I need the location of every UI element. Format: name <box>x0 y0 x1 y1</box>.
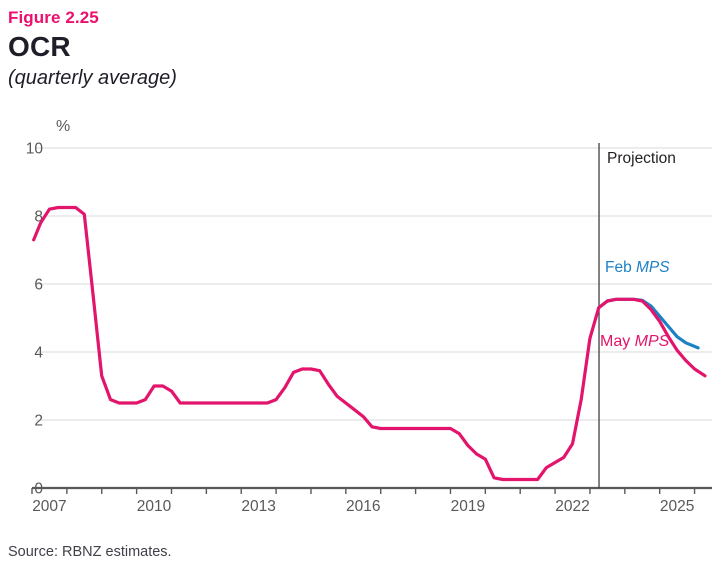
x-tick-label-2022: 2022 <box>555 498 589 515</box>
figure-number-label: Figure 2.25 <box>8 8 99 27</box>
x-tick-label-2019: 2019 <box>451 498 485 515</box>
x-tick-label-2007: 2007 <box>32 498 66 515</box>
chart-title: OCR <box>8 31 71 62</box>
y-tick-label: 4 <box>34 345 43 362</box>
chart-subtitle: (quarterly average) <box>8 67 177 89</box>
x-axis: 2007 2010 2013 2016 2019 2022 2025 <box>31 486 712 515</box>
x-tick-label-2010: 2010 <box>137 498 172 515</box>
series-line-may-mps <box>32 205 707 482</box>
x-tick-label-2013: 2013 <box>241 498 275 515</box>
y-axis-unit-label: % <box>56 118 70 135</box>
chart-header: Figure 2.25 OCR (quarterly average) <box>8 8 177 90</box>
x-tick-label-2025: 2025 <box>660 498 694 515</box>
projection-label: Projection <box>607 150 676 167</box>
x-tick-label-2016: 2016 <box>346 498 380 515</box>
y-tick-label: 6 <box>34 277 43 294</box>
y-tick-label: 10 <box>26 141 44 158</box>
y-tick-label: 8 <box>34 209 43 226</box>
annotations: Projection Feb MPS May MPS <box>600 150 676 350</box>
feb-mps-label: Feb MPS <box>605 259 670 276</box>
may-mps-label: May MPS <box>600 333 670 350</box>
gridlines <box>36 147 712 421</box>
y-axis-labels: 0246810% <box>26 118 70 498</box>
y-tick-label: 2 <box>34 413 43 430</box>
source-note: Source: RBNZ estimates. <box>8 544 172 560</box>
